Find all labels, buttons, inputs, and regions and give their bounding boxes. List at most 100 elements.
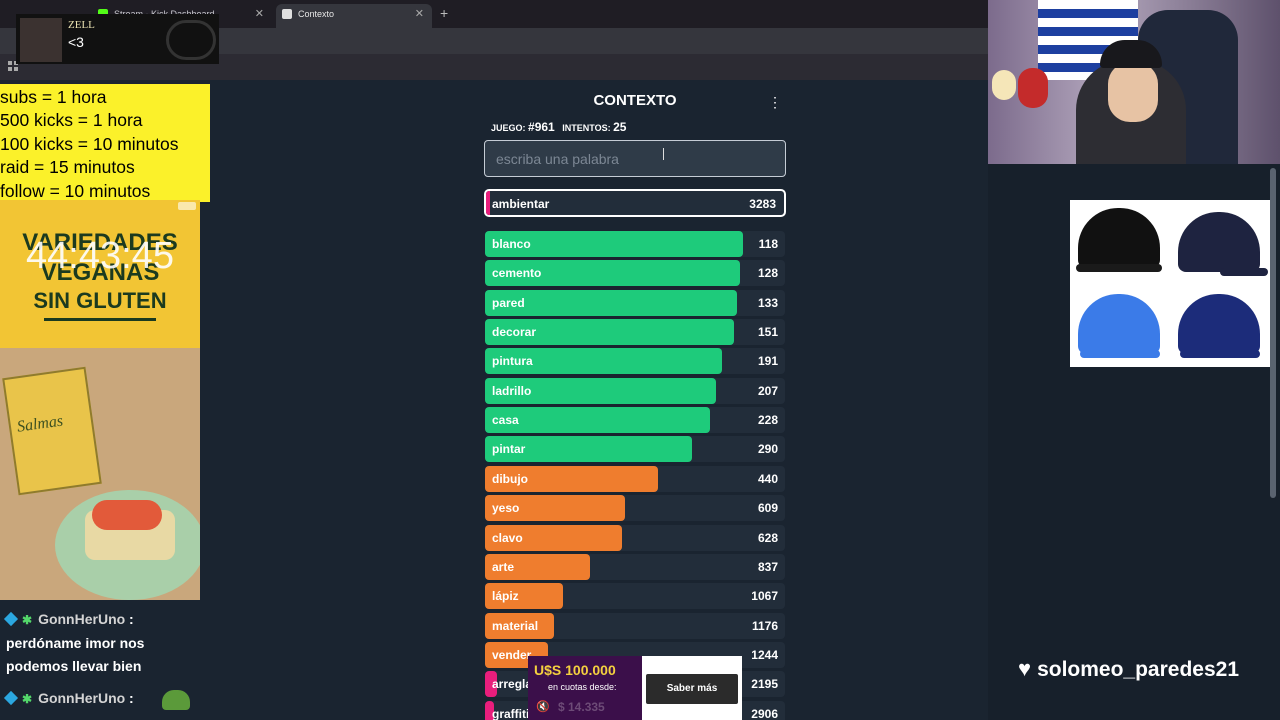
star-badge-icon: ✱ (22, 613, 33, 627)
guess-row: arte 837 (484, 554, 786, 580)
guess-bar (485, 466, 658, 492)
cap-navy-image (1178, 212, 1260, 272)
contexto-favicon-icon (282, 9, 292, 19)
guess-bar (485, 671, 497, 697)
avatar-name: ZELL (68, 19, 95, 31)
cap-black-image (1078, 208, 1160, 268)
attempts-count: 25 (613, 120, 627, 134)
game-number: #961 (528, 120, 555, 134)
guess-bar (485, 613, 554, 639)
guess-word: cemento (492, 266, 542, 280)
avatar-alert: ZELL <3 (16, 14, 219, 64)
bottom-ad-left: U$S 100.000 en cuotas desde: 🔇 $ 14.335 (528, 656, 642, 720)
caps-ad[interactable] (1070, 200, 1270, 367)
rule-line: 100 kicks = 10 minutos (0, 133, 179, 154)
guess-distance: 133 (757, 296, 778, 310)
guess-bar (485, 701, 494, 720)
mute-icon[interactable]: 🔇 (536, 701, 550, 713)
guess-distance: 1244 (751, 648, 778, 662)
guess-distance: 837 (757, 560, 778, 574)
game-title: CONTEXTO (593, 92, 677, 109)
guess-distance: 128 (757, 266, 778, 280)
ad-desc: en cuotas desde: (548, 682, 617, 692)
guess-word: lápiz (492, 589, 519, 603)
guess-row: yeso 609 (484, 495, 786, 521)
chat-username: GonnHerUno (38, 611, 126, 627)
guess-word: graffiti (492, 707, 530, 720)
guess-distance: 609 (757, 501, 778, 515)
rule-line: follow = 10 minutos (0, 180, 151, 201)
guess-distance: 440 (757, 472, 778, 486)
heart-icon: ♥ (1018, 656, 1032, 681)
cam-lamp (992, 70, 1016, 100)
avatar-decoration (166, 20, 216, 60)
guess-bar (485, 348, 722, 374)
tab-contexto[interactable]: Contexto ✕ (276, 4, 432, 28)
cam-face (1108, 62, 1158, 122)
guess-row: cemento 128 (484, 260, 786, 286)
guess-distance: 1176 (751, 619, 778, 633)
avatar (20, 18, 62, 62)
guess-word: material (492, 619, 539, 633)
guess-row: casa 228 (484, 407, 786, 433)
close-tab-icon[interactable]: ✕ (254, 8, 264, 20)
guess-bar (485, 525, 622, 551)
guess-row: material 1176 (484, 613, 786, 639)
latest-follower: ♥ solomeo_paredes21 (1018, 656, 1239, 682)
guess-word: arte (492, 560, 515, 574)
guess-distance: 290 (757, 442, 778, 456)
guess-row: clavo 628 (484, 525, 786, 551)
ad-info-icon[interactable] (178, 202, 196, 210)
current-guess-distance: 3283 (749, 197, 776, 211)
guess-bar (485, 231, 743, 257)
guess-bar (485, 554, 590, 580)
guess-word: clavo (492, 531, 523, 545)
current-guess-word: ambientar (492, 197, 550, 211)
guess-word: pintar (492, 442, 526, 456)
subathon-timer: 44:43:45 (26, 235, 174, 277)
guess-word: ladrillo (492, 384, 532, 398)
ad-title-line: VEGANAS (40, 259, 160, 286)
ad-price: U$S 100.000 (534, 662, 616, 678)
cap-royal-image (1178, 294, 1260, 354)
guess-distance: 151 (757, 325, 778, 339)
guess-distance: 118 (758, 237, 778, 251)
salmon-image (92, 500, 162, 530)
guess-distance: 228 (757, 413, 778, 427)
side-ad[interactable]: VARIEDADES VEGANAS SIN GLUTEN Salmas (0, 200, 200, 600)
new-tab-button[interactable]: + (440, 5, 449, 21)
word-input[interactable] (484, 140, 786, 177)
guess-word: casa (492, 413, 519, 427)
follower-name: solomeo_paredes21 (1037, 658, 1239, 681)
guess-row: pintura 191 (484, 348, 786, 374)
guess-word: decorar (492, 325, 537, 339)
webcam-feed (988, 0, 1280, 164)
guess-bar (485, 407, 710, 433)
product-box-image: Salmas (2, 366, 102, 496)
guess-word: dibujo (492, 472, 528, 486)
avatar-message: <3 (68, 34, 84, 50)
guess-distance: 207 (757, 384, 778, 398)
tab-label: Contexto (298, 9, 335, 19)
close-tab-icon[interactable]: ✕ (414, 8, 424, 20)
cam-figure (1018, 68, 1048, 108)
cap-brim (1080, 350, 1160, 358)
rule-line: raid = 15 minutos (0, 157, 135, 178)
cap-brim (1220, 268, 1268, 276)
guess-bar (485, 495, 625, 521)
guess-row: pintar 290 (484, 436, 786, 462)
page-scrollbar[interactable] (1270, 168, 1276, 498)
chat-colon: : (125, 611, 134, 627)
ad-subtitle: SIN GLUTEN (33, 288, 167, 313)
guess-row: ladrillo 207 (484, 378, 786, 404)
bottom-ad[interactable]: U$S 100.000 en cuotas desde: 🔇 $ 14.335 … (528, 656, 742, 720)
subathon-rules: subs = 1 hora 500 kicks = 1 hora 100 kic… (0, 84, 210, 202)
ad-underline (44, 318, 156, 321)
guess-row: pared 133 (484, 290, 786, 316)
guess-row: dibujo 440 (484, 466, 786, 492)
rule-line: subs = 1 hora (0, 87, 107, 107)
saber-mas-button[interactable]: Saber más (646, 674, 738, 704)
more-menu-icon[interactable]: ⋮ (768, 94, 782, 110)
guess-bar (485, 378, 716, 404)
